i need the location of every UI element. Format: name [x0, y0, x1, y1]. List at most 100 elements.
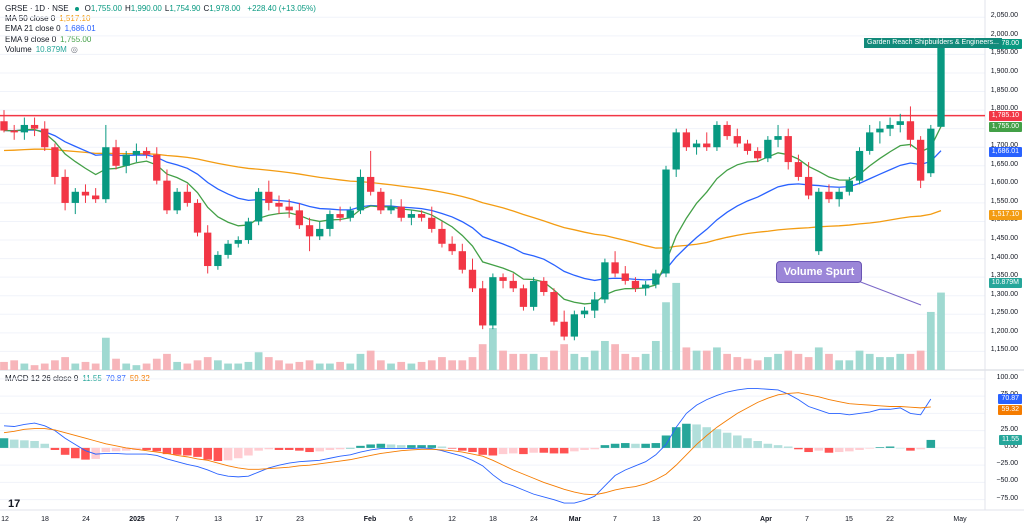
volume-bar	[651, 340, 660, 370]
macd-badge: 59.32	[998, 404, 1022, 415]
macd-histogram-bar	[366, 444, 375, 448]
macd-histogram-bar	[661, 435, 671, 448]
volume-bar	[458, 360, 467, 370]
candle-body	[295, 210, 304, 226]
indicator-row[interactable]: EMA 21 close 0 1,686.01	[5, 24, 316, 34]
volume-bar	[112, 358, 120, 370]
volume-bar	[692, 350, 701, 370]
macd-histogram-bar	[671, 427, 681, 448]
volume-bar	[784, 350, 793, 370]
macd-axis-label: 25.00	[1000, 425, 1018, 433]
macd-histogram-bar	[885, 446, 895, 448]
macd-axis-label: −25.00	[996, 460, 1018, 468]
candle-body	[743, 143, 752, 151]
candle-body	[397, 206, 405, 218]
macd-histogram-bar	[284, 447, 294, 450]
candle-body	[285, 206, 293, 211]
volume-bar	[387, 363, 395, 370]
candle-body	[540, 280, 548, 293]
macd-histogram-bar	[631, 443, 640, 448]
macd-histogram-bar	[580, 447, 589, 450]
candle-body	[438, 228, 446, 244]
volume-bar	[499, 350, 507, 370]
candle-body	[142, 150, 151, 155]
macd-histogram-bar	[814, 447, 824, 451]
indicator-row[interactable]: EMA 9 close 0 1,755.00	[5, 35, 316, 45]
macd-histogram-bar	[855, 447, 864, 450]
volume-bar	[183, 363, 192, 370]
chart-legend: GRSE · 1D · NSE O1,755.00 H1,990.00 L1,754…	[5, 4, 316, 55]
volume-bar	[152, 358, 161, 370]
macd-histogram-bar	[498, 447, 508, 455]
indicator-row[interactable]: MA 50 close 0 1,517.10	[5, 14, 316, 24]
volume-bar	[845, 360, 854, 370]
macd-histogram-bar	[458, 447, 467, 451]
macd-histogram-bar	[539, 447, 549, 453]
candle-body	[855, 150, 864, 181]
indicator-value: 1,517.10	[59, 14, 91, 24]
volume-bar	[702, 350, 711, 370]
volume-bar	[203, 357, 212, 370]
volume-bar	[713, 347, 721, 370]
volume-bar	[601, 340, 609, 370]
volume-bar	[926, 311, 935, 370]
volume-bar	[794, 353, 803, 370]
time-axis-label: Feb	[363, 516, 377, 523]
macd-histogram-bar	[81, 447, 90, 460]
macd-histogram-bar	[183, 447, 192, 456]
volume-bar	[224, 363, 232, 370]
visibility-eye-icon[interactable]: ◎	[70, 44, 78, 54]
volume-spurt-annotation[interactable]: Volume Spurt	[776, 261, 862, 283]
macd-histogram-bar	[447, 447, 457, 449]
macd-histogram-bar	[417, 445, 426, 448]
macd-histogram-bar	[152, 447, 162, 452]
candle-body	[102, 147, 110, 200]
macd-histogram-bar	[468, 447, 477, 453]
price-axis-label: 2,050.00	[990, 12, 1018, 20]
price-axis-label: 1,850.00	[990, 86, 1018, 94]
volume-bar	[51, 360, 59, 370]
time-axis-label: 7	[175, 516, 179, 523]
volume-bar	[142, 363, 151, 370]
candle-body	[132, 150, 141, 155]
candle-body	[509, 280, 517, 289]
time-axis-label: 7	[613, 516, 617, 523]
symbol-label[interactable]: GRSE · 1D · NSE	[5, 4, 69, 14]
price-badge: 1,686.01	[988, 147, 1022, 158]
candle-body	[153, 154, 161, 181]
candle-body	[672, 132, 680, 170]
candle-body	[407, 214, 416, 218]
candle-body	[682, 132, 691, 148]
macd-line	[3, 388, 932, 504]
volume-bar	[835, 360, 844, 370]
candle-body	[163, 180, 171, 211]
volume-bar	[519, 353, 528, 370]
candle-body	[591, 299, 599, 311]
macd-histogram-bar	[356, 445, 365, 448]
time-axis-label: 13	[214, 516, 222, 523]
candle-body	[51, 147, 59, 177]
macd-histogram-bar	[305, 447, 314, 453]
macd-histogram-bar	[692, 424, 701, 448]
volume-bar	[763, 357, 772, 370]
candle-body	[224, 243, 232, 255]
indicator-row[interactable]: Volume 10.879M ◎	[5, 45, 316, 55]
macd-histogram-bar	[895, 447, 905, 449]
candle-body	[825, 191, 833, 200]
macd-histogram-bar	[651, 443, 661, 448]
volume-bar	[122, 363, 131, 370]
symbol-tooltip: Garden Reach Shipbuilders & Engineers...	[864, 38, 1002, 48]
volume-bar	[234, 363, 243, 370]
candle-body	[254, 191, 263, 222]
price-axis-label: 1,800.00	[990, 105, 1018, 113]
candle-body	[804, 176, 813, 196]
macd-histogram-bar	[794, 447, 803, 450]
candle-body	[458, 251, 466, 270]
candle-body	[866, 132, 874, 151]
volume-bar	[366, 350, 375, 370]
tradingview-logo[interactable]: 17	[8, 498, 21, 510]
volume-bar	[468, 357, 477, 370]
ohlc-values: O1,755.00 H1,990.00 L1,754.90 C1,978.00	[85, 4, 244, 14]
macd-badge: 11.55	[999, 434, 1022, 445]
